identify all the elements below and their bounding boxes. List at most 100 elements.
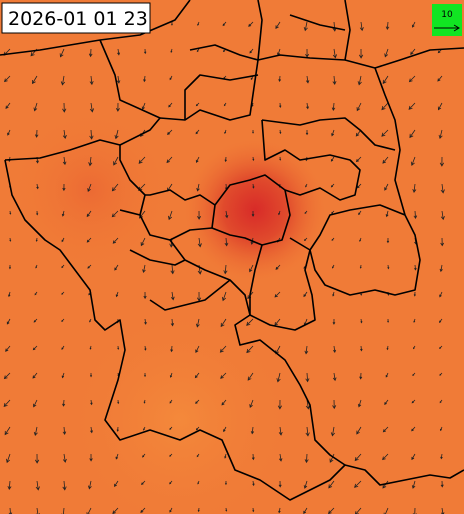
- wind-arrow: [408, 102, 416, 110]
- wind-arrow: [250, 426, 255, 435]
- wind-arrow: [117, 48, 121, 56]
- wind-arrow: [305, 426, 310, 437]
- wind-arrow: [143, 399, 146, 404]
- wind-arrow: [304, 453, 309, 464]
- wind-arrow: [413, 345, 416, 350]
- wind-arrow: [170, 48, 173, 53]
- wind-arrow: [303, 237, 308, 242]
- wind-arrow: [278, 210, 281, 216]
- wind-arrow: [33, 426, 38, 437]
- wind-arrow: [437, 75, 443, 82]
- wind-arrow: [61, 345, 65, 350]
- wind-arrow: [303, 291, 308, 298]
- wind-arrow: [9, 237, 12, 242]
- wind-arrow: [356, 426, 362, 435]
- wind-arrow: [279, 129, 282, 135]
- wind-arrow: [246, 345, 254, 354]
- border: [99, 39, 161, 119]
- wind-arrow: [117, 399, 120, 405]
- wind-arrow: [252, 507, 255, 513]
- wind-arrow: [387, 264, 390, 270]
- wind-arrow: [252, 129, 254, 134]
- wind-arrow: [384, 48, 389, 58]
- wind-arrow: [87, 480, 92, 490]
- wind-arrow: [438, 318, 443, 323]
- wind-arrow: [170, 291, 175, 301]
- wind-arrow: [412, 183, 417, 193]
- wind-arrow: [35, 507, 40, 514]
- wind-arrow: [381, 129, 389, 137]
- wind-arrow: [411, 426, 416, 432]
- border: [261, 119, 361, 201]
- wind-arrow: [413, 291, 416, 297]
- wind-arrow: [224, 480, 227, 486]
- wind-arrow: [305, 183, 308, 188]
- wind-arrow: [306, 102, 310, 110]
- wind-arrow: [62, 480, 67, 491]
- wind-arrow: [223, 264, 228, 275]
- wind-arrow: [386, 237, 390, 244]
- wind-arrow: [278, 426, 283, 436]
- wind-arrow: [440, 453, 443, 460]
- wind-arrow: [116, 75, 121, 84]
- wind-arrow: [62, 426, 67, 435]
- wind-arrow: [32, 75, 38, 85]
- wind-arrow: [86, 237, 92, 243]
- wind-arrow: [141, 480, 146, 486]
- wind-arrow: [358, 48, 364, 59]
- wind-arrow: [115, 102, 120, 112]
- wind-arrow: [33, 399, 38, 408]
- wind-arrow: [86, 210, 92, 218]
- wind-arrow: [195, 345, 200, 354]
- wind-arrow: [277, 399, 283, 410]
- wind-arrow: [439, 156, 445, 167]
- wind-arrow: [304, 345, 309, 355]
- wind-arrow: [357, 399, 362, 408]
- wind-arrow: [35, 237, 38, 242]
- wind-arrow: [62, 183, 66, 192]
- wind-arrow: [332, 291, 335, 297]
- wind-arrow: [412, 372, 416, 377]
- wind-arrow: [332, 372, 337, 382]
- wind-arrow: [8, 264, 12, 270]
- wind-arrow: [34, 453, 40, 464]
- wind-arrow: [278, 453, 283, 462]
- wind-arrow: [440, 237, 445, 247]
- wind-arrow: [35, 264, 38, 269]
- wind-arrow: [89, 318, 92, 323]
- wind-arrow: [356, 183, 362, 189]
- wind-arrow: [195, 102, 200, 107]
- wind-arrow: [411, 480, 416, 489]
- wind-arrow: [413, 318, 416, 323]
- wind-arrow: [167, 129, 173, 135]
- wind-arrow: [278, 507, 281, 514]
- wind-arrow: [332, 75, 337, 85]
- wind-arrow: [144, 318, 147, 325]
- wind-arrow: [89, 345, 92, 350]
- legend-label: 10: [441, 10, 453, 20]
- wind-arrow: [438, 129, 443, 139]
- wind-arrow: [305, 372, 310, 383]
- wind-arrow: [249, 264, 254, 273]
- wind-arrow: [170, 318, 175, 327]
- wind-arrow: [87, 264, 92, 269]
- wind-arrow: [88, 48, 93, 58]
- wind-arrow: [196, 48, 200, 53]
- wind-arrow: [439, 291, 443, 298]
- wind-arrow: [4, 75, 11, 83]
- wind-arrow: [61, 210, 65, 217]
- wind-arrow: [62, 399, 66, 407]
- wind-arrow: [5, 102, 11, 109]
- wind-arrow: [144, 48, 147, 55]
- wind-arrow: [360, 318, 363, 324]
- wind-arrow: [360, 345, 363, 352]
- wind-arrow: [6, 453, 11, 464]
- wind-arrow: [411, 453, 416, 461]
- wind-arrow: [88, 156, 93, 167]
- legend-arrow-head: [453, 24, 460, 32]
- wind-arrow: [329, 453, 335, 463]
- wind-arrow: [170, 345, 174, 353]
- wind-arrow: [142, 453, 146, 458]
